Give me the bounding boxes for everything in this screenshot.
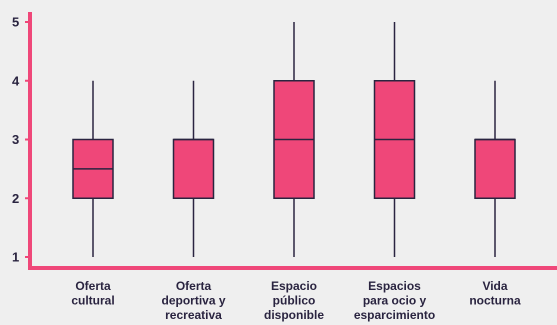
x-tick-label-line: esparcimiento bbox=[354, 308, 435, 322]
x-tick-label-line: Espacios bbox=[368, 279, 421, 293]
x-tick-label-3: Espacio público disponible bbox=[264, 279, 324, 322]
y-tick-label-2: 2 bbox=[12, 191, 19, 206]
x-tick-label-line: Oferta bbox=[75, 279, 111, 293]
x-tick-label-4: Espacios para ocio y esparcimiento bbox=[354, 279, 435, 322]
x-tick-label-line: cultural bbox=[71, 294, 114, 308]
box-2 bbox=[172, 138, 215, 199]
x-tick-label-line: para ocio y bbox=[363, 294, 427, 308]
x-tick-label-line: Vida bbox=[482, 279, 507, 293]
x-tick-label-line: Oferta bbox=[176, 279, 212, 293]
x-tick-label-line: recreativa bbox=[165, 308, 222, 322]
y-tick-label-3: 3 bbox=[12, 132, 19, 147]
x-tick-label-line: Espacio bbox=[271, 279, 317, 293]
x-tick-label-5: Vida nocturna bbox=[469, 279, 521, 308]
y-tick-label-4: 4 bbox=[12, 73, 20, 88]
y-tick-label-1: 1 bbox=[12, 250, 19, 265]
x-tick-label-1: Oferta cultural bbox=[71, 279, 114, 308]
x-tick-label-line: deportiva y bbox=[161, 294, 225, 308]
x-tick-label-line: disponible bbox=[264, 308, 324, 322]
x-tick-label-line: nocturna bbox=[469, 294, 521, 308]
box-5 bbox=[474, 138, 516, 199]
x-tick-label-line: público bbox=[273, 294, 316, 308]
x-tick-label-2: Oferta deportiva y recreativa bbox=[161, 279, 225, 322]
y-tick-label-5: 5 bbox=[12, 15, 19, 30]
